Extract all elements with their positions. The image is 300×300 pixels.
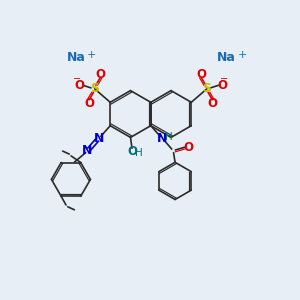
- Text: O: O: [95, 68, 105, 81]
- Text: S: S: [202, 82, 211, 95]
- Text: O: O: [183, 141, 193, 154]
- Text: O: O: [196, 68, 206, 81]
- Text: H: H: [165, 131, 172, 142]
- Text: Na: Na: [217, 51, 236, 64]
- Text: −: −: [74, 74, 82, 84]
- Text: H: H: [135, 148, 142, 158]
- Text: N: N: [94, 132, 104, 145]
- Text: −: −: [220, 74, 228, 84]
- Text: O: O: [207, 97, 217, 110]
- Text: O: O: [84, 97, 94, 110]
- Text: O: O: [128, 145, 138, 158]
- Text: N: N: [157, 132, 167, 145]
- Text: O: O: [74, 79, 84, 92]
- Text: S: S: [90, 82, 99, 95]
- Text: Na: Na: [67, 51, 86, 64]
- Text: +: +: [238, 50, 247, 60]
- Text: N: N: [82, 144, 93, 158]
- Text: +: +: [87, 50, 96, 60]
- Text: O: O: [218, 79, 227, 92]
